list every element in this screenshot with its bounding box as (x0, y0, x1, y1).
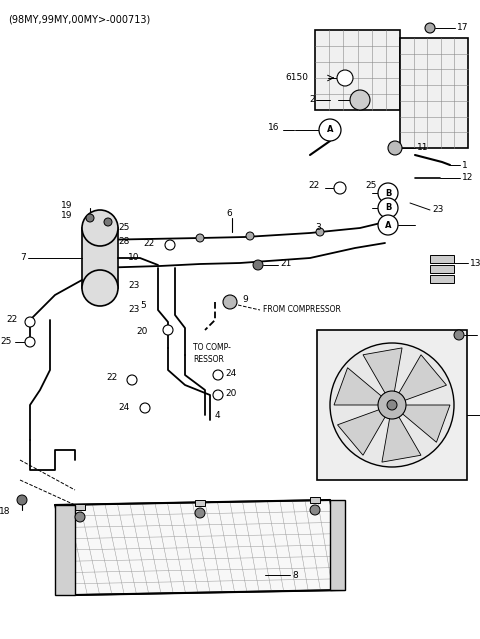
Circle shape (82, 210, 118, 246)
Text: 25: 25 (0, 337, 12, 346)
Circle shape (163, 325, 173, 335)
Polygon shape (337, 408, 388, 455)
Circle shape (319, 119, 341, 141)
Text: 11: 11 (417, 144, 429, 153)
Text: 24: 24 (225, 369, 236, 378)
Text: FROM COMPRESSOR: FROM COMPRESSOR (263, 305, 341, 314)
Text: 2: 2 (310, 95, 315, 105)
Polygon shape (363, 348, 402, 398)
Text: 21: 21 (280, 259, 291, 268)
Polygon shape (382, 412, 421, 462)
Circle shape (246, 232, 254, 240)
Bar (430, 265, 454, 273)
Text: A: A (327, 125, 333, 134)
Circle shape (140, 403, 150, 413)
Text: 16: 16 (268, 123, 279, 132)
Text: 6: 6 (226, 210, 232, 219)
Text: 12: 12 (462, 174, 473, 183)
Text: 10: 10 (128, 252, 140, 261)
Circle shape (213, 390, 223, 400)
Polygon shape (398, 405, 450, 442)
Bar (75, 504, 85, 510)
Text: 22: 22 (107, 374, 118, 383)
Text: 20: 20 (225, 389, 236, 397)
Text: 28: 28 (118, 238, 130, 247)
Circle shape (387, 400, 397, 410)
Text: B: B (385, 189, 391, 197)
Text: 23: 23 (129, 281, 140, 289)
Text: 9: 9 (242, 295, 248, 305)
Text: 6150: 6150 (285, 73, 308, 82)
Bar (317, 330, 467, 480)
Text: 18: 18 (0, 507, 10, 516)
Text: 22: 22 (7, 316, 18, 325)
Polygon shape (55, 505, 75, 595)
Circle shape (378, 215, 398, 235)
Circle shape (378, 198, 398, 218)
Circle shape (388, 141, 402, 155)
Circle shape (82, 270, 118, 306)
Circle shape (196, 234, 204, 242)
Text: RESSOR: RESSOR (193, 355, 224, 364)
Text: 4: 4 (215, 410, 221, 419)
Text: 19: 19 (60, 201, 72, 210)
Text: 22: 22 (309, 180, 320, 190)
Circle shape (454, 330, 464, 340)
Text: 15: 15 (479, 330, 480, 339)
Circle shape (316, 228, 324, 236)
Circle shape (330, 343, 454, 467)
Circle shape (165, 240, 175, 250)
Circle shape (378, 183, 398, 203)
Text: 25: 25 (365, 180, 376, 190)
Circle shape (337, 70, 353, 86)
Circle shape (425, 23, 435, 33)
Polygon shape (330, 500, 345, 590)
Circle shape (223, 295, 237, 309)
Bar (430, 255, 454, 263)
Text: 19: 19 (60, 210, 72, 220)
Circle shape (195, 508, 205, 518)
Circle shape (350, 90, 370, 110)
Circle shape (75, 512, 85, 522)
Text: TO COMP-: TO COMP- (193, 344, 231, 353)
Text: 5: 5 (140, 300, 146, 309)
Text: 25: 25 (118, 224, 130, 233)
Circle shape (86, 214, 94, 222)
Text: 23: 23 (129, 305, 140, 314)
Text: 24: 24 (119, 403, 130, 413)
Text: 17: 17 (457, 24, 468, 33)
Polygon shape (334, 367, 386, 405)
Circle shape (25, 337, 35, 347)
Text: 22: 22 (144, 238, 155, 247)
Bar (310, 497, 320, 503)
Circle shape (17, 495, 27, 505)
Circle shape (25, 317, 35, 327)
Circle shape (104, 218, 112, 226)
Circle shape (253, 260, 263, 270)
Bar (82, 228, 118, 288)
Text: 13: 13 (470, 259, 480, 268)
Bar (315, 30, 400, 110)
Circle shape (334, 182, 346, 194)
Text: 1: 1 (462, 160, 468, 169)
Text: 23: 23 (432, 206, 444, 215)
Circle shape (213, 370, 223, 380)
Text: B: B (385, 203, 391, 213)
Circle shape (310, 505, 320, 515)
Bar (430, 275, 454, 283)
Text: A: A (385, 220, 391, 229)
Polygon shape (396, 355, 446, 403)
Text: 20: 20 (137, 328, 148, 337)
Circle shape (127, 375, 137, 385)
Text: 7: 7 (20, 254, 26, 263)
Bar (400, 38, 468, 148)
Text: (98MY,99MY,00MY>-000713): (98MY,99MY,00MY>-000713) (8, 14, 150, 24)
Text: 8: 8 (292, 571, 298, 580)
Bar (195, 500, 205, 506)
Text: 3: 3 (315, 224, 321, 233)
Polygon shape (55, 500, 345, 595)
Circle shape (378, 391, 406, 419)
